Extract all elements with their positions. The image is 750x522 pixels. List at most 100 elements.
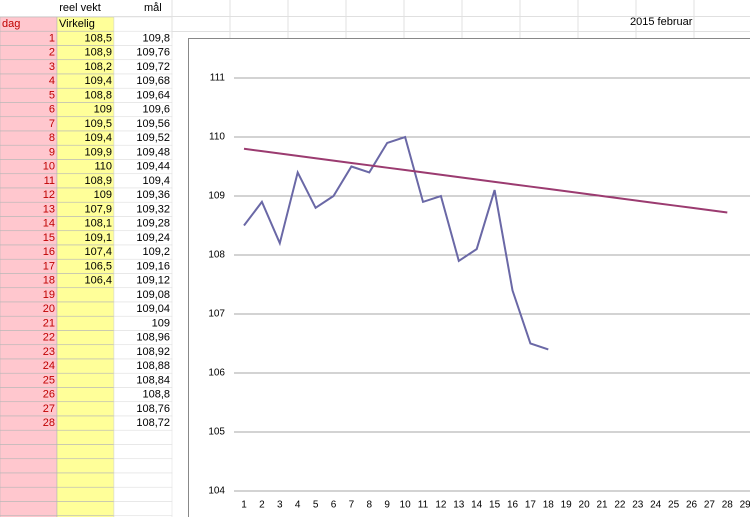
x-tick-label: 24 [650,500,662,511]
cell-maal: 108,76 [136,403,170,415]
cell-dag: 8 [49,132,55,144]
x-tick-label: 16 [507,500,519,511]
x-tick-label: 26 [686,500,698,511]
x-tick-label: 8 [367,500,373,511]
cell-dag: 11 [44,175,55,187]
cell [0,487,57,501]
cell [57,416,114,430]
cell-maal: 109,48 [136,146,170,158]
cell-maal: 109,32 [136,203,170,215]
cell-dag: 10 [43,161,55,173]
cell [114,445,172,459]
cell-dag: 13 [43,203,55,215]
cell-dag: 27 [43,403,55,415]
cell-maal: 108,72 [136,417,170,429]
cell-maal: 109,16 [136,260,170,272]
y-tick-label: 111 [210,73,226,84]
cell-maal: 109,04 [136,303,170,315]
header-dag: dag [2,18,20,30]
month-label: 2015 februar [630,16,693,28]
header-reel: reel vekt [59,2,101,14]
cell-virkelig: 109 [94,189,112,201]
x-tick-label: 20 [579,500,591,511]
cell-maal: 108,84 [136,374,170,386]
x-tick-label: 22 [614,500,626,511]
cell-virkelig: 109,4 [84,75,112,87]
cell-dag: 12 [43,189,55,201]
x-tick-label: 18 [543,500,555,511]
header-maal: mål [144,2,162,14]
x-tick-label: 29 [740,500,750,511]
x-tick-label: 7 [349,500,355,511]
x-tick-label: 6 [331,500,337,511]
x-tick-label: 27 [704,500,716,511]
x-tick-label: 19 [561,500,573,511]
x-tick-label: 10 [400,500,412,511]
cell-maal: 109,6 [142,104,170,116]
cell-maal: 109,2 [142,246,170,258]
cell-virkelig: 106,5 [84,260,112,272]
cell-maal: 109,36 [136,189,170,201]
cell [0,445,57,459]
cell-maal: 109,08 [136,289,170,301]
cell-virkelig: 109,5 [84,118,112,130]
y-tick-label: 110 [209,132,225,143]
cell [57,388,114,402]
cell-maal: 109,8 [142,32,170,44]
cell-virkelig: 110 [94,161,112,173]
cell [57,302,114,316]
x-tick-label: 14 [471,500,483,511]
cell-dag: 28 [43,417,55,429]
cell-virkelig: 108,9 [84,47,112,59]
cell [57,331,114,345]
cell-dag: 6 [49,104,55,116]
x-tick-label: 2 [259,500,265,511]
cell [57,430,114,444]
cell-virkelig: 108,9 [84,175,112,187]
header-virkelig: Virkelig [59,18,95,30]
cell-dag: 7 [49,118,55,130]
y-tick-label: 106 [208,368,225,379]
cell-maal: 109,12 [136,275,170,287]
cell-maal: 109,44 [136,161,170,173]
cell-maal: 108,88 [136,360,170,372]
cell [0,430,57,444]
cell-maal: 109,28 [136,218,170,230]
cell-dag: 15 [43,232,55,244]
cell-virkelig: 107,4 [84,246,112,258]
cell-maal: 109,72 [136,61,170,73]
cell-dag: 2 [49,47,55,59]
cell-dag: 4 [49,75,55,87]
cell [0,459,57,473]
cell-dag: 24 [43,360,55,372]
x-tick-label: 5 [313,500,319,511]
cell-dag: 17 [43,260,55,272]
x-tick-label: 17 [525,500,537,511]
cell-dag: 21 [43,317,55,329]
cell-virkelig: 106,4 [84,275,112,287]
cell [57,345,114,359]
cell-virkelig: 108,5 [84,32,112,44]
x-tick-label: 4 [295,500,301,511]
cell-dag: 16 [43,246,55,258]
y-tick-label: 109 [208,191,225,202]
cell [57,445,114,459]
cell-dag: 20 [43,303,55,315]
cell-maal: 109,64 [136,89,170,101]
cell-dag: 26 [43,389,55,401]
x-tick-label: 21 [596,500,608,511]
cell [114,502,172,516]
cell-virkelig: 108,2 [84,61,112,73]
cell [57,502,114,516]
x-tick-label: 3 [277,500,283,511]
x-tick-label: 15 [489,500,501,511]
x-tick-label: 13 [453,500,465,511]
y-tick-label: 104 [208,486,225,497]
x-tick-label: 28 [722,500,734,511]
cell-dag: 19 [43,289,55,301]
cell-virkelig: 107,9 [84,203,112,215]
cell [57,288,114,302]
cell-virkelig: 109,9 [84,146,112,158]
cell-dag: 22 [43,332,55,344]
